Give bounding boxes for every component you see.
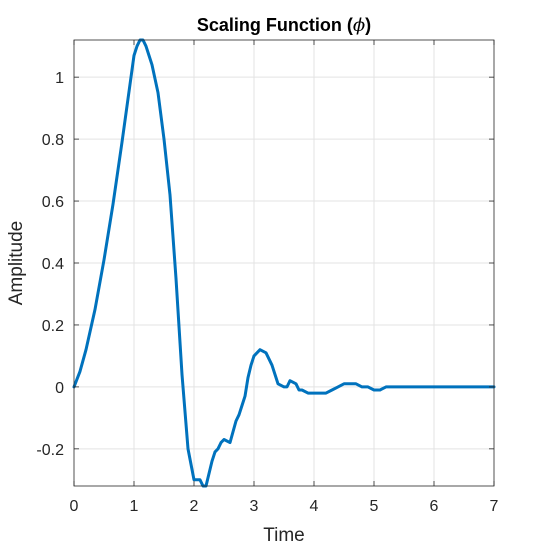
y-axis-label: Amplitude	[6, 221, 27, 306]
y-tick-label: 0.8	[42, 132, 64, 149]
phi-symbol: ϕ	[353, 15, 365, 36]
x-axis-label: Time	[263, 525, 305, 546]
chart-title-text: Scaling Function (	[197, 15, 353, 35]
x-tick-label: 1	[130, 498, 139, 515]
y-tick-label: 0.6	[42, 194, 64, 211]
y-tick-label: 0.4	[42, 256, 64, 273]
x-tick-label: 2	[190, 498, 199, 515]
x-tick-label: 0	[70, 498, 79, 515]
y-tick-label: 0.2	[42, 318, 64, 335]
chart-title-close: )	[365, 15, 371, 35]
chart-title: Scaling Function (ϕ)	[197, 15, 371, 36]
x-tick-label: 4	[310, 498, 319, 515]
x-tick-label: 3	[250, 498, 259, 515]
y-tick-label: 1	[55, 70, 64, 87]
x-tick-label: 6	[430, 498, 439, 515]
y-tick-label: -0.2	[36, 442, 64, 459]
y-tick-label: 0	[55, 380, 64, 397]
x-tick-label: 7	[490, 498, 499, 515]
x-tick-label: 5	[370, 498, 379, 515]
